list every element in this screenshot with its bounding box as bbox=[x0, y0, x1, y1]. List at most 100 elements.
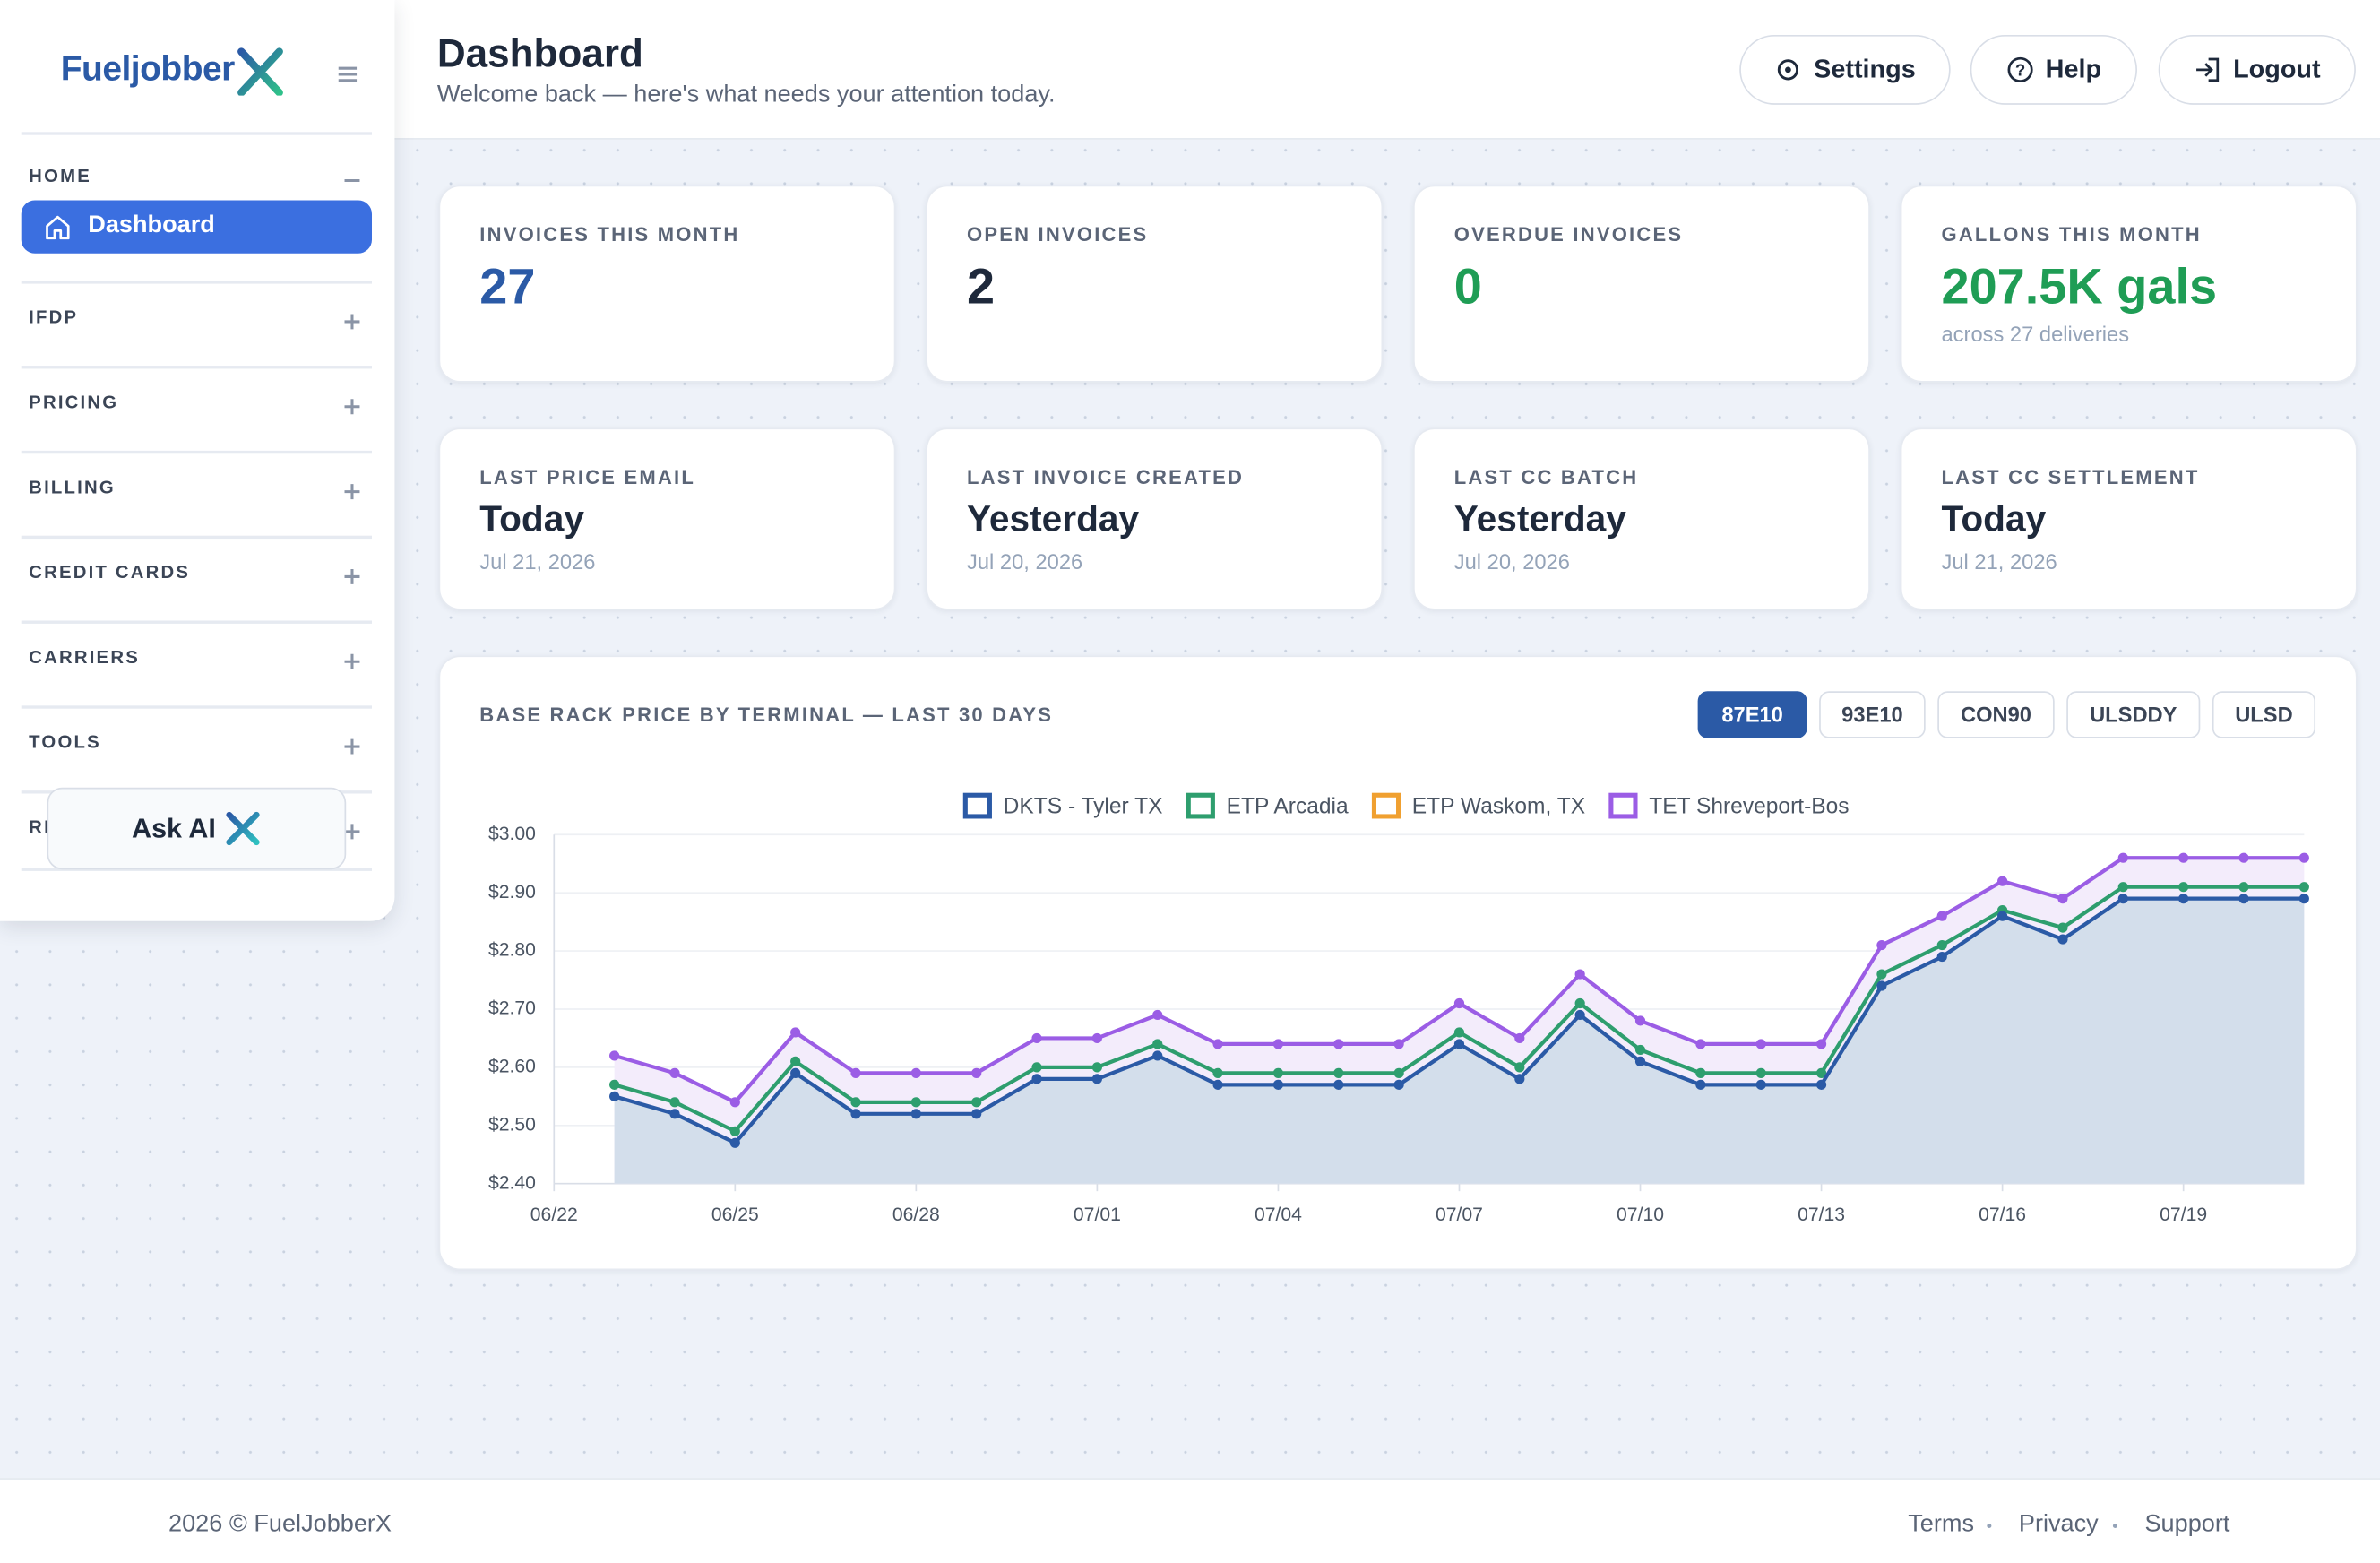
footer-link[interactable]: Support bbox=[2144, 1511, 2230, 1538]
product-tab-label[interactable]: ULSDDY bbox=[2090, 704, 2177, 727]
legend-swatch[interactable] bbox=[1608, 792, 1638, 819]
brand-logo bbox=[237, 47, 283, 96]
stat-card: OPEN INVOICES 2 bbox=[926, 185, 1384, 383]
divider bbox=[21, 366, 373, 368]
button-icon bbox=[2194, 56, 2220, 83]
y-tick-label: $2.60 bbox=[488, 1056, 536, 1076]
svg-text:?: ? bbox=[2014, 61, 2024, 80]
data-point bbox=[1634, 1015, 1646, 1026]
nav-section[interactable]: PRICING bbox=[29, 391, 119, 413]
chart-card: BASE RACK PRICE BY TERMINAL — LAST 30 DA… bbox=[438, 655, 2358, 1271]
activity-date: Jul 21, 2026 bbox=[1941, 548, 2057, 574]
legend-label[interactable]: TET Shreveport-Bos bbox=[1649, 794, 1849, 818]
legend-label[interactable]: ETP Waskom, TX bbox=[1412, 794, 1585, 818]
nav-section[interactable]: BILLING bbox=[29, 476, 116, 498]
activity-label: LAST CC SETTLEMENT bbox=[1941, 465, 2200, 489]
data-point bbox=[1091, 1032, 1102, 1044]
series-area bbox=[614, 898, 2305, 1184]
data-point bbox=[2057, 894, 2068, 904]
ask-ai-button[interactable]: Ask AI bbox=[47, 787, 347, 870]
product-tab-label[interactable]: CON90 bbox=[1961, 704, 2031, 727]
header-button[interactable]: Logout bbox=[2158, 34, 2356, 105]
product-tab[interactable] bbox=[1697, 691, 1807, 738]
nav-section[interactable]: CREDIT CARDS bbox=[29, 561, 191, 583]
legend-swatch[interactable] bbox=[962, 792, 992, 819]
data-point bbox=[850, 1109, 861, 1119]
data-point bbox=[609, 1079, 620, 1090]
activity-label: LAST INVOICE CREATED bbox=[967, 465, 1245, 489]
menu-toggle[interactable] bbox=[337, 65, 358, 83]
nav-section[interactable]: CARRIERS bbox=[29, 646, 140, 669]
data-point bbox=[1936, 911, 1947, 921]
data-point bbox=[971, 1109, 982, 1119]
data-point bbox=[971, 1097, 982, 1108]
header-button[interactable]: ? Help bbox=[1970, 34, 2138, 105]
data-point bbox=[2178, 894, 2189, 904]
data-point bbox=[609, 1091, 620, 1101]
data-point bbox=[1755, 1067, 1766, 1078]
stat-sub: across 27 deliveries bbox=[1941, 321, 2130, 347]
data-point bbox=[669, 1097, 680, 1108]
page-subtitle: Welcome back — here's what needs your at… bbox=[436, 82, 1056, 108]
footer-link[interactable]: Terms bbox=[1908, 1511, 1975, 1538]
y-tick-label: $3.00 bbox=[488, 824, 536, 844]
nav-section[interactable]: TOOLS bbox=[29, 731, 101, 753]
data-point bbox=[1815, 1039, 1827, 1049]
data-point bbox=[1212, 1079, 1223, 1090]
nav-item-active[interactable]: Dashboard bbox=[21, 200, 373, 254]
data-point bbox=[1212, 1039, 1223, 1049]
data-point bbox=[2238, 882, 2249, 893]
data-point bbox=[2298, 882, 2309, 893]
button-label: Help bbox=[2045, 54, 2102, 84]
stat-label: GALLONS THIS MONTH bbox=[1941, 222, 2202, 246]
product-tab-label[interactable]: 87E10 bbox=[1721, 704, 1783, 727]
data-point bbox=[1997, 911, 2008, 921]
product-tab-label[interactable]: ULSD bbox=[2235, 704, 2292, 727]
data-point bbox=[850, 1097, 861, 1108]
header-button[interactable]: Settings bbox=[1739, 34, 1951, 105]
divider bbox=[21, 132, 373, 135]
footer-sep bbox=[1987, 1523, 1992, 1529]
data-point bbox=[2298, 894, 2309, 904]
product-tab-label[interactable]: 93E10 bbox=[1841, 704, 1903, 727]
y-tick-label: $2.90 bbox=[488, 882, 536, 902]
x-tick-label: 07/19 bbox=[2160, 1205, 2207, 1225]
data-point bbox=[1152, 1050, 1163, 1061]
nav-toggle bbox=[343, 481, 361, 500]
legend-label[interactable]: DKTS - Tyler TX bbox=[1004, 794, 1163, 818]
stat-label: INVOICES THIS MONTH bbox=[479, 222, 740, 246]
data-point bbox=[1453, 1027, 1465, 1038]
data-point bbox=[790, 1067, 801, 1078]
page-title: Dashboard bbox=[436, 30, 643, 76]
data-point bbox=[790, 1027, 801, 1038]
data-point bbox=[2057, 922, 2068, 933]
data-point bbox=[1695, 1079, 1706, 1090]
footer-sep bbox=[2112, 1523, 2117, 1529]
nav-section[interactable]: IFDP bbox=[29, 307, 79, 328]
product-tab[interactable] bbox=[1937, 691, 2055, 738]
copyright: 2026 © FuelJobberX bbox=[168, 1511, 392, 1538]
activity-date: Jul 21, 2026 bbox=[479, 548, 596, 574]
brand: Fueljobber bbox=[60, 48, 236, 89]
activity-date: Jul 20, 2026 bbox=[1453, 548, 1570, 574]
product-tab[interactable] bbox=[2066, 691, 2201, 738]
nav-section[interactable]: HOME bbox=[29, 165, 91, 187]
data-point bbox=[1815, 1067, 1827, 1078]
x-tick-label: 07/16 bbox=[1979, 1205, 2026, 1225]
data-point bbox=[1876, 969, 1887, 980]
data-point bbox=[669, 1067, 680, 1078]
legend-label[interactable]: ETP Arcadia bbox=[1227, 794, 1349, 818]
product-tab[interactable] bbox=[1819, 691, 1926, 738]
product-tab[interactable] bbox=[2212, 691, 2316, 738]
activity-value: Today bbox=[479, 499, 584, 540]
data-point bbox=[609, 1050, 620, 1061]
footer-link[interactable]: Privacy bbox=[2018, 1511, 2099, 1538]
legend-swatch[interactable] bbox=[1186, 792, 1215, 819]
button-icon: ? bbox=[2006, 56, 2033, 83]
home-icon bbox=[44, 214, 71, 241]
x-tick-label: 06/25 bbox=[711, 1205, 759, 1225]
data-point bbox=[1152, 1009, 1163, 1021]
data-point bbox=[1936, 951, 1947, 963]
legend-swatch[interactable] bbox=[1371, 792, 1401, 819]
divider bbox=[21, 281, 373, 283]
